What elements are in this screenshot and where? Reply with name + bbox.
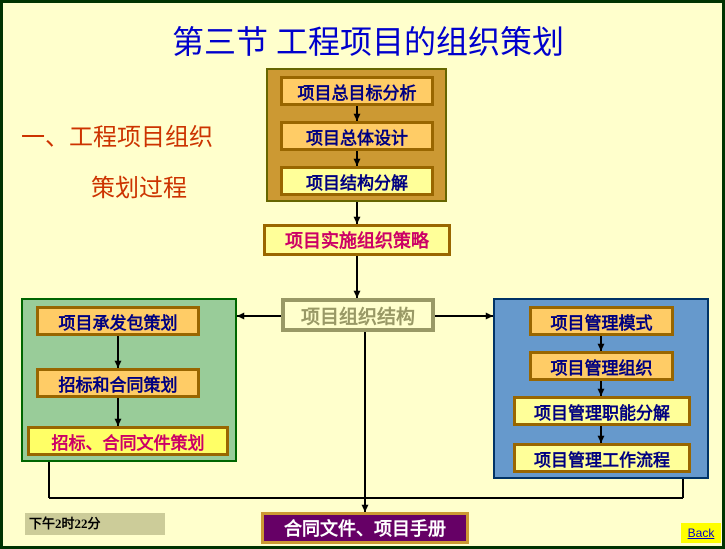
- slide-title: 第三节 工程项目的组织策划: [98, 17, 638, 63]
- node-mgmt-duty: 项目管理职能分解: [513, 396, 691, 426]
- node-mgmt-mode: 项目管理模式: [529, 306, 674, 336]
- subtitle-line1: 一、工程项目组织: [21, 117, 261, 152]
- back-button[interactable]: Back: [681, 523, 721, 543]
- node-goal-analysis: 项目总目标分析: [280, 76, 434, 106]
- node-org-structure: 项目组织结构: [281, 298, 435, 332]
- node-impl-strategy: 项目实施组织策略: [263, 224, 451, 256]
- node-bid-contract-plan: 招标和合同策划: [36, 368, 200, 398]
- node-contract-plan: 项目承发包策划: [36, 306, 200, 336]
- node-mgmt-org: 项目管理组织: [529, 351, 674, 381]
- slide: 第三节 工程项目的组织策划 一、工程项目组织 策划过程 项目总目标分析 项目总体…: [0, 0, 725, 549]
- node-contract-doc-manual: 合同文件、项目手册: [261, 512, 469, 544]
- section-subtitle: 一、工程项目组织 策划过程: [21, 117, 261, 203]
- subtitle-line2: 策划过程: [91, 168, 261, 203]
- node-mgmt-workflow: 项目管理工作流程: [513, 443, 691, 473]
- node-overall-design: 项目总体设计: [280, 121, 434, 151]
- node-structure-decompose: 项目结构分解: [280, 166, 434, 196]
- timestamp: 下午2时22分: [25, 513, 165, 535]
- node-bid-contract-doc: 招标、合同文件策划: [27, 426, 229, 456]
